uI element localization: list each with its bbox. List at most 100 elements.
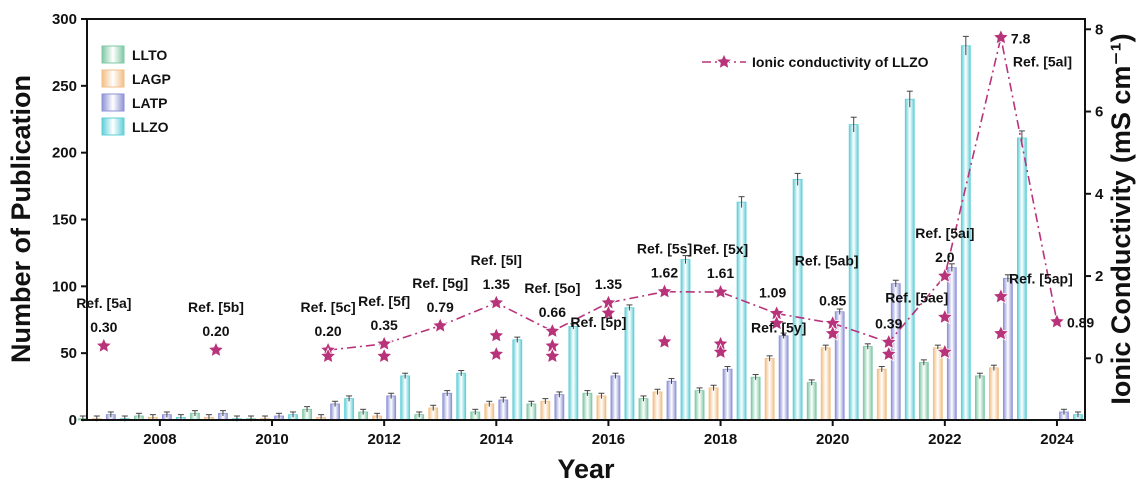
bar-llto-2021 xyxy=(862,346,873,421)
y2-tick-label-4: 4 xyxy=(1095,186,1104,203)
error-bar-latp-2024 xyxy=(1060,408,1067,415)
annotation-value-2019: 1.09 xyxy=(759,284,786,300)
bar-llto-2020 xyxy=(806,382,817,421)
bar-llzo-2020 xyxy=(848,124,859,421)
conductivity-star-2007-0 xyxy=(95,337,113,354)
x-tick-label-2010: 2010 xyxy=(255,431,288,448)
bar-lagp-2022 xyxy=(932,347,943,421)
bar-lagp-2016 xyxy=(596,395,607,421)
bar-latp-2022 xyxy=(946,267,957,421)
annotation-ref-2024: Ref. [5ap] xyxy=(1009,271,1073,287)
bar-llto-2018 xyxy=(694,390,705,421)
legend-swatch-latp xyxy=(101,93,125,112)
annotation-value-2024: 0.89 xyxy=(1067,315,1094,331)
annotation-ref-2019: Ref. [5y] xyxy=(751,319,806,335)
error-bar-latp-2010 xyxy=(276,412,283,419)
annotation-value-2023: 7.8 xyxy=(1011,31,1031,47)
error-bar-llto-2021 xyxy=(864,343,871,350)
bar-llzo-2017 xyxy=(680,259,691,421)
legend-label-llzo: LLZO xyxy=(132,119,169,135)
x-tick-label-2024: 2024 xyxy=(1040,431,1074,448)
bar-llto-2017 xyxy=(638,398,649,421)
error-bar-lagp-2019 xyxy=(766,355,773,362)
error-bar-llto-2017 xyxy=(640,395,647,402)
bar-llzo-2013 xyxy=(456,372,467,421)
bar-latp-2013 xyxy=(442,392,453,421)
bar-latp-2019 xyxy=(778,335,789,421)
error-bar-lagp-2020 xyxy=(822,344,829,351)
bar-lagp-2023 xyxy=(988,367,999,421)
conductivity-star-2015-12 xyxy=(543,347,561,364)
annotation-ref-2018: Ref. [5x] xyxy=(693,241,748,257)
legend: LLTO LAGP LATP LLZO xyxy=(101,45,171,136)
bar-lagp-2019 xyxy=(764,358,775,421)
conductivity-star-2022-27 xyxy=(936,308,954,325)
conductivity-star-2023-30 xyxy=(992,287,1010,304)
y2-tick-label-0: 0 xyxy=(1095,350,1103,367)
error-bar-llzo-2015 xyxy=(570,323,577,330)
bar-latp-2017 xyxy=(666,380,677,421)
error-bar-latp-2018 xyxy=(724,366,731,372)
x-axis-title: Year xyxy=(557,454,615,484)
error-bar-latp-2011 xyxy=(332,400,339,407)
conductivity-star-2017-15 xyxy=(655,282,674,299)
error-bar-llto-2008 xyxy=(135,412,142,419)
bar-latp-2012 xyxy=(386,395,397,421)
error-bar-latp-2008 xyxy=(163,411,170,418)
error-bar-lagp-2013 xyxy=(430,404,437,411)
conductivity-star-2015-10 xyxy=(543,322,561,339)
conductivity-star-2018-17 xyxy=(712,283,730,300)
y2-tick-label-6: 6 xyxy=(1095,104,1103,121)
error-bar-llzo-2024 xyxy=(1074,411,1081,418)
bar-llzo-2019 xyxy=(792,178,803,421)
y-tick-label-100: 100 xyxy=(52,278,77,295)
bar-lagp-2021 xyxy=(876,368,887,421)
bar-latp-2015 xyxy=(554,394,565,421)
conductivity-star-2014-9 xyxy=(487,345,505,362)
bar-lagp-2015 xyxy=(540,400,551,421)
annotation-value-2014: 1.35 xyxy=(483,276,510,292)
error-bar-latp-2015 xyxy=(556,391,563,398)
bar-llto-2019 xyxy=(750,376,761,421)
conductivity-star-2022-28 xyxy=(936,343,954,360)
conductivity-star-2017-16 xyxy=(655,332,674,350)
annotation-value-2011: 0.20 xyxy=(314,323,341,339)
y-tick-label-150: 150 xyxy=(52,212,77,229)
error-bar-latp-2013 xyxy=(444,390,451,396)
error-bar-llto-2023 xyxy=(976,372,983,379)
error-bar-llto-2014 xyxy=(472,408,479,415)
annotation-value-2018: 1.61 xyxy=(707,265,734,281)
conductivity-star-2011-3 xyxy=(319,347,337,364)
bar-llzo-2014 xyxy=(512,339,523,421)
error-bar-llzo-2022 xyxy=(962,35,969,56)
annotation-ref-2012: Ref. [5f] xyxy=(358,293,410,309)
annotation-ref-2014: Ref. [5l] xyxy=(471,252,522,268)
annotation-value-2012: 0.35 xyxy=(371,317,398,333)
annotation-value-2013: 0.79 xyxy=(427,299,454,315)
annotation-ref-2021: Ref. [5ae] xyxy=(885,289,948,305)
tick-layer: 0 50 100 150 200 250 300 0 2 4 6 8 2008 2010 2012 2014 2… xyxy=(52,11,1104,448)
error-bar-lagp-2015 xyxy=(542,398,549,404)
x-tick-label-2016: 2016 xyxy=(592,431,625,448)
legend-label-lagp: LAGP xyxy=(132,71,171,87)
annotation-value-2017: 1.62 xyxy=(651,265,678,281)
error-bar-llto-2012 xyxy=(360,408,367,415)
error-bar-llto-2015 xyxy=(528,400,535,407)
error-bar-latp-2012 xyxy=(388,392,395,399)
conductivity-star-2012-5 xyxy=(375,347,393,364)
error-bar-llto-2020 xyxy=(808,379,815,386)
annotation-ref-2015: Ref. [5o] xyxy=(524,280,580,296)
annotation-layer: 0.30 Ref. [5a] 0.20 Ref. [5b] 0.20 Ref. [5c] 0… xyxy=(76,31,1094,340)
error-bar-lagp-2014 xyxy=(486,400,493,407)
conductivity-star-2023-29 xyxy=(992,28,1010,45)
y-tick-label-0: 0 xyxy=(69,412,77,429)
annotation-value-2007: 0.30 xyxy=(90,319,117,335)
error-bar-lagp-2016 xyxy=(598,392,605,399)
conductivity-legend: Ionic conductivity of LLZO xyxy=(702,53,929,70)
annotation-ref-2017: Ref. [5s] xyxy=(637,241,692,257)
annotation-ref-2013: Ref. [5g] xyxy=(412,275,468,291)
x-tick-label-2022: 2022 xyxy=(928,431,961,448)
legend-label-llto: LLTO xyxy=(132,47,167,63)
legend-swatch-llto xyxy=(101,45,125,64)
error-bar-llto-2011 xyxy=(304,406,311,412)
